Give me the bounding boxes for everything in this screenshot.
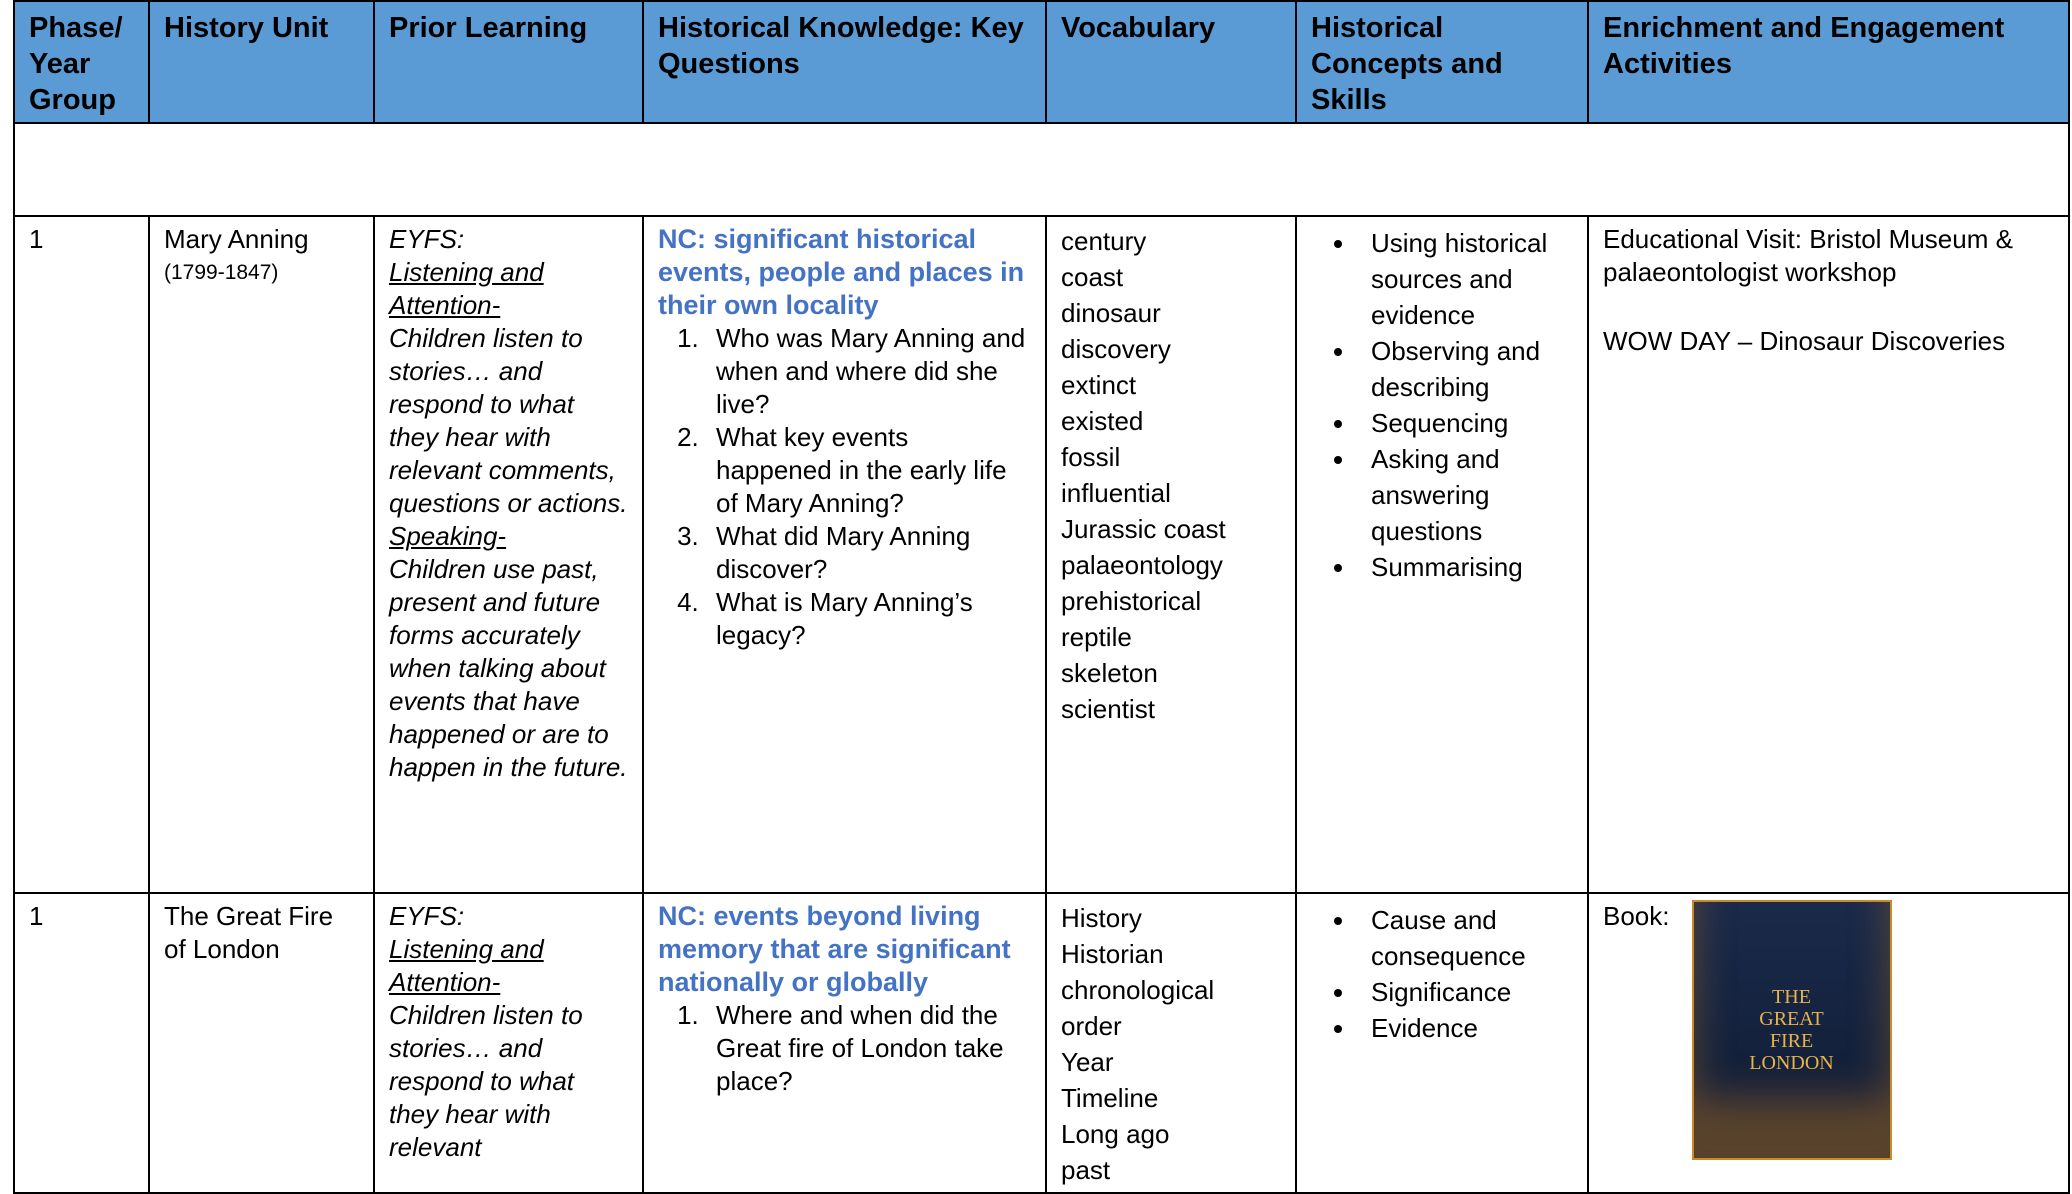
- vocab-word: fossil: [1061, 442, 1121, 472]
- vocab-word: palaeontology: [1061, 550, 1223, 580]
- question: What key events happened in the early li…: [706, 421, 1031, 520]
- phase-cell: 1: [13, 215, 150, 894]
- prior-line: Children listen to stories… and respond …: [389, 1000, 583, 1162]
- prior-line: EYFS:: [389, 901, 465, 931]
- enrichment-cell: Book: THE GREAT FIRE LONDON: [1587, 892, 2070, 1194]
- vocab-word: discovery: [1061, 334, 1171, 364]
- header-cell: History Unit: [148, 0, 375, 124]
- empty-cell: [13, 122, 2070, 217]
- vocab-word: dinosaur: [1061, 298, 1161, 328]
- nc-statement: NC: significant historical events, peopl…: [658, 224, 1025, 320]
- book-cover-text: THE: [1772, 986, 1811, 1008]
- header-cell: Historical Knowledge: Key Questions: [642, 0, 1047, 124]
- header-cell: Prior Learning: [373, 0, 644, 124]
- skill: Significance: [1357, 974, 1573, 1010]
- empty-row: [13, 122, 2070, 217]
- vocab-word: scientist: [1061, 694, 1155, 724]
- book-cover-text: GREAT: [1759, 1008, 1824, 1030]
- spacer: [1603, 289, 2054, 325]
- skill: Cause and consequence: [1357, 902, 1573, 974]
- header-cell: Phase/ Year Group: [13, 0, 150, 124]
- question: Where and when did the Great fire of Lon…: [706, 999, 1031, 1098]
- data-row: 1 The Great Fire of London EYFS: Listening …: [13, 892, 2070, 1194]
- vocab-word: Long ago: [1061, 1119, 1170, 1149]
- prior-line: Speaking-: [389, 521, 507, 551]
- book-row: Book: THE GREAT FIRE LONDON: [1603, 900, 2054, 1160]
- prior-line: Children use past, present and future fo…: [389, 554, 628, 782]
- vocab-word: century: [1061, 226, 1147, 256]
- phase-cell: 1: [13, 892, 150, 1194]
- vocab-word: chronological order: [1061, 975, 1215, 1041]
- header-row: Phase/ Year Group History Unit Prior Learn…: [13, 0, 2070, 124]
- skills-cell: Using historical sources and evidenceObs…: [1295, 215, 1589, 894]
- unit-dates: (1799-1847): [164, 261, 279, 284]
- book-cover: THE GREAT FIRE LONDON: [1691, 900, 1892, 1160]
- skill: Observing and describing: [1357, 333, 1573, 405]
- enrichment-item: Educational Visit: Bristol Museum & pala…: [1603, 224, 2013, 287]
- knowledge-cell: NC: significant historical events, peopl…: [642, 215, 1047, 894]
- vocab-word: prehistorical: [1061, 586, 1202, 616]
- question-list: Where and when did the Great fire of Lon…: [658, 999, 1031, 1098]
- prior-cell: EYFS: Listening and Attention- Children li…: [373, 892, 644, 1194]
- history-table: Phase/ Year Group History Unit Prior Learn…: [13, 0, 2070, 1194]
- vocab-word: Historian: [1061, 939, 1164, 969]
- unit-cell: The Great Fire of London: [148, 892, 375, 1194]
- vocab-word: Jurassic coast: [1061, 514, 1226, 544]
- prior-cell: EYFS: Listening and Attention- Children li…: [373, 215, 644, 894]
- vocab-word: Year: [1061, 1047, 1114, 1077]
- data-row: 1 Mary Anning (1799-1847) EYFS: Listening an…: [13, 215, 2070, 894]
- header-cell: Enrichment and Engagement Activities: [1587, 0, 2070, 124]
- nc-statement: NC: events beyond living memory that are…: [658, 901, 1011, 997]
- prior-line: Listening and Attention-: [389, 934, 544, 997]
- skills-list: Cause and consequenceSignificanceEvidenc…: [1311, 902, 1573, 1046]
- question: What is Mary Anning’s legacy?: [706, 586, 1031, 652]
- skill: Asking and answering questions: [1357, 441, 1573, 549]
- vocabulary-cell: History Historian chronological order Year T…: [1045, 892, 1297, 1194]
- header-cell: Historical Concepts and Skills: [1295, 0, 1589, 124]
- question: What did Mary Anning discover?: [706, 520, 1031, 586]
- skill: Using historical sources and evidence: [1357, 225, 1573, 333]
- unit-cell: Mary Anning (1799-1847): [148, 215, 375, 894]
- page: Phase/ Year Group History Unit Prior Learn…: [0, 0, 2072, 1157]
- prior-line: EYFS:: [389, 224, 465, 254]
- enrichment-cell: Educational Visit: Bristol Museum & pala…: [1587, 215, 2070, 894]
- vocab-word: History: [1061, 903, 1142, 933]
- vocab-word: extinct: [1061, 370, 1137, 400]
- vocabulary-cell: century coast dinosaur discovery extinct exis…: [1045, 215, 1297, 894]
- vocab-word: reptile: [1061, 622, 1132, 652]
- knowledge-cell: NC: events beyond living memory that are…: [642, 892, 1047, 1194]
- skill: Evidence: [1357, 1010, 1573, 1046]
- enrichment-item: WOW DAY – Dinosaur Discoveries: [1603, 326, 2006, 356]
- unit-name: The Great Fire of London: [164, 901, 334, 964]
- question-list: Who was Mary Anning and when and where d…: [658, 322, 1031, 652]
- book-cover-text: LONDON: [1749, 1052, 1834, 1074]
- book-cover-text: FIRE: [1769, 1030, 1814, 1052]
- skills-list: Using historical sources and evidenceObs…: [1311, 225, 1573, 585]
- skill: Summarising: [1357, 549, 1573, 585]
- vocab-word: skeleton: [1061, 658, 1158, 688]
- skills-cell: Cause and consequenceSignificanceEvidenc…: [1295, 892, 1589, 1194]
- vocab-word: coast: [1061, 262, 1124, 292]
- vocab-word: existed: [1061, 406, 1144, 436]
- prior-line: Listening and Attention-: [389, 257, 544, 320]
- prior-line: Children listen to stories… and respond …: [389, 323, 628, 518]
- header-cell: Vocabulary: [1045, 0, 1297, 124]
- vocab-word: Timeline: [1061, 1083, 1159, 1113]
- enrichment-item: Book:: [1603, 901, 1670, 931]
- question: Who was Mary Anning and when and where d…: [706, 322, 1031, 421]
- unit-name: Mary Anning: [164, 224, 309, 254]
- vocab-word: past: [1061, 1155, 1111, 1185]
- skill: Sequencing: [1357, 405, 1573, 441]
- vocab-word: influential: [1061, 478, 1171, 508]
